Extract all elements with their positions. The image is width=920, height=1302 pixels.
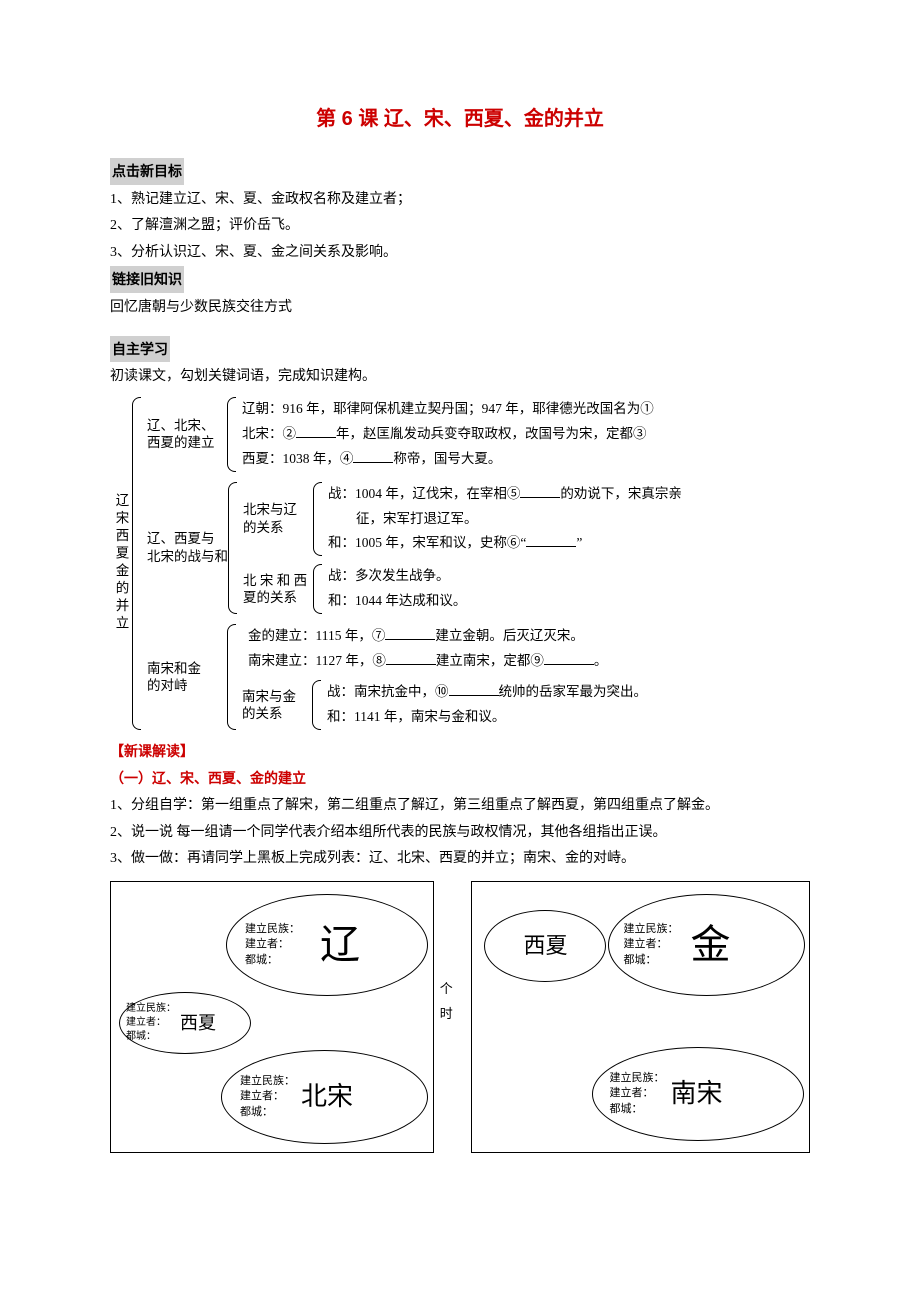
tree-n3-top1: 金的建立：1115 年，⑦建立金朝。后灭辽灭宋。 xyxy=(248,624,647,649)
oval-box-2: 西夏 建立民族： 建立者： 都城： 金 建立民族： 建立者： 都城： 南宋 xyxy=(471,881,810,1153)
tree-n2s1-label: 北宋与辽的关系 xyxy=(243,501,313,536)
lbl-capital: 都城： xyxy=(245,953,300,968)
tree-n3-top2: 南宋建立：1127 年，⑧建立南宋，定都⑨。 xyxy=(248,649,647,674)
tree-n2s2-war: 战：多次发生战争。 xyxy=(328,564,466,589)
page-title: 第 6 课 辽、宋、西夏、金的并立 xyxy=(110,100,810,138)
tree-n2s2-label: 北 宋 和 西夏的关系 xyxy=(243,572,313,607)
tree-n1-l2: 北宋：②年，赵匡胤发动兵变夺取政权，改国号为宋，定都③ xyxy=(242,422,654,447)
tree-n2s1-war: 战：1004 年，辽伐宋，在宰相⑤的劝说下，宋真宗亲 xyxy=(328,482,682,507)
interpret-p3: 3、做一做：再请同学上黑板上完成列表：辽、北宋、西夏的并立；南宋、金的对峙。 xyxy=(110,846,810,873)
interpret-p2: 2、说一说 每一组请一个同学代表介绍本组所代表的民族与政权情况，其他各组指出正误… xyxy=(110,820,810,847)
goal-line-3: 3、分析认识辽、宋、夏、金之间关系及影响。 xyxy=(110,240,810,267)
tree-n1-l3: 西夏：1038 年，④称帝，国号大夏。 xyxy=(242,447,654,472)
tree-n2s2-peace: 和：1044 年达成和议。 xyxy=(328,589,466,614)
lbl-founder: 建立者： xyxy=(245,937,300,952)
oval-xixia: 西夏 xyxy=(180,1006,216,1040)
tree-n2-label: 辽、西夏与北宋的战与和 xyxy=(147,530,228,565)
tree-n3s-war: 战：南宋抗金中，⑩统帅的岳家军最为突出。 xyxy=(327,680,647,705)
tree-n3-label: 南宋和金的对峙 xyxy=(147,660,227,695)
interpret-sub: （一）辽、宋、西夏、金的建立 xyxy=(110,767,810,794)
selfstudy-line: 初读课文，勾划关键词语，完成知识建构。 xyxy=(110,364,810,391)
goal-line-1: 1、熟记建立辽、宋、夏、金政权名称及建立者； xyxy=(110,187,810,214)
oval-jin: 金 xyxy=(690,907,730,983)
tree-n2s1-peace: 和：1005 年，宋军和议，史称⑥“” xyxy=(328,531,682,556)
tree-n2s1-war2: 征，宋军打退辽军。 xyxy=(328,507,682,532)
mid-text: 个时 xyxy=(440,977,466,1056)
tree-n1-label: 辽、北宋、西夏的建立 xyxy=(147,417,227,452)
section-head-2: 链接旧知识 xyxy=(110,266,184,293)
lbl-ethnic: 建立民族： xyxy=(245,922,300,937)
oval-xixia2: 西夏 xyxy=(523,925,567,967)
oval-beisong: 北宋 xyxy=(301,1072,353,1121)
knowledge-tree: 辽宋西夏金的并立 辽、北宋、西夏的建立 辽朝：916 年，耶律阿保机建立契丹国；… xyxy=(110,397,810,730)
section-head-1: 点击新目标 xyxy=(110,158,184,185)
oval-box-1: 建立民族： 建立者： 都城： 辽 建立民族： 建立者： 都城： 西夏 建立民族：… xyxy=(110,881,434,1153)
tree-n3s-label: 南宋与金的关系 xyxy=(242,688,312,723)
tree-root-label: 辽宋西夏金的并立 xyxy=(110,493,132,633)
interpret-head: 【新课解读】 xyxy=(110,740,810,767)
oval-diagrams: 建立民族： 建立者： 都城： 辽 建立民族： 建立者： 都城： 西夏 建立民族：… xyxy=(110,881,810,1153)
oval-liao: 辽 xyxy=(320,907,360,983)
section-head-3: 自主学习 xyxy=(110,336,170,363)
oldknow-line: 回忆唐朝与少数民族交往方式 xyxy=(110,295,810,322)
tree-n3s-peace: 和：1141 年，南宋与金和议。 xyxy=(327,705,647,730)
oval-nansong: 南宋 xyxy=(670,1069,722,1118)
interpret-p1: 1、分组自学：第一组重点了解宋，第二组重点了解辽，第三组重点了解西夏，第四组重点… xyxy=(110,793,810,820)
goal-line-2: 2、了解澶渊之盟；评价岳飞。 xyxy=(110,213,810,240)
tree-n1-l1: 辽朝：916 年，耶律阿保机建立契丹国；947 年，耶律德光改国名为① xyxy=(242,397,654,422)
